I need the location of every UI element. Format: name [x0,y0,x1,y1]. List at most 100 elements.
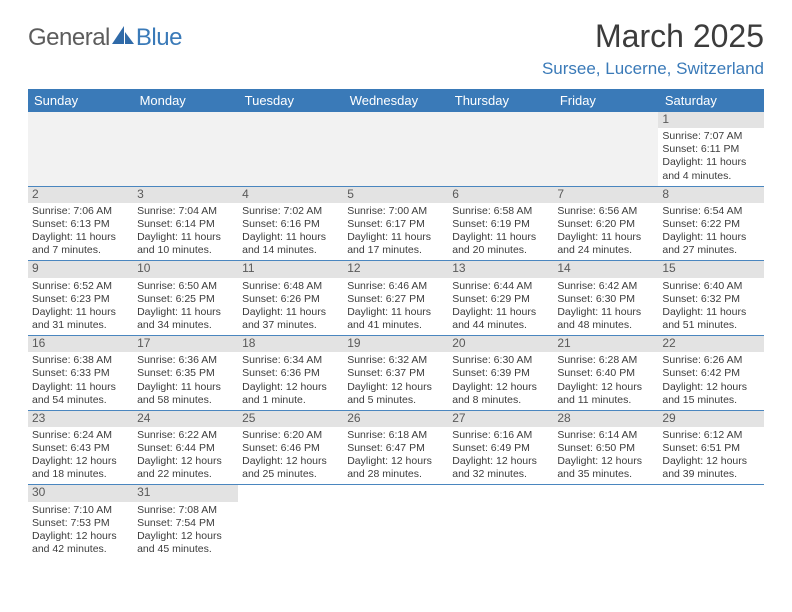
daylight-text: Daylight: 12 hours and 22 minutes. [137,455,234,481]
day-details: Sunrise: 6:56 AMSunset: 6:20 PMDaylight:… [553,203,658,261]
sunrise-text: Sunrise: 7:04 AM [137,205,234,218]
empty-cell [343,112,448,186]
sunrise-text: Sunrise: 6:48 AM [242,280,339,293]
day-details: Sunrise: 6:46 AMSunset: 6:27 PMDaylight:… [343,278,448,336]
day-cell: 14Sunrise: 6:42 AMSunset: 6:30 PMDayligh… [553,261,658,336]
daylight-text: Daylight: 11 hours and 58 minutes. [137,381,234,407]
day-cell: 30Sunrise: 7:10 AMSunset: 7:53 PMDayligh… [28,485,133,559]
sunrise-text: Sunrise: 6:44 AM [452,280,549,293]
header: General Blue March 2025 Sursee, Lucerne,… [28,18,764,79]
sunset-text: Sunset: 6:14 PM [137,218,234,231]
day-number: 8 [658,187,763,203]
daylight-text: Daylight: 11 hours and 37 minutes. [242,306,339,332]
day-number: 15 [658,261,763,277]
day-cell: 1Sunrise: 7:07 AMSunset: 6:11 PMDaylight… [658,112,763,186]
day-number: 13 [448,261,553,277]
daylight-text: Daylight: 11 hours and 20 minutes. [452,231,549,257]
sunrise-text: Sunrise: 6:42 AM [557,280,654,293]
day-header: Friday [553,89,658,112]
sunrise-text: Sunrise: 6:56 AM [557,205,654,218]
daylight-text: Daylight: 11 hours and 44 minutes. [452,306,549,332]
day-number: 24 [133,411,238,427]
day-details: Sunrise: 6:14 AMSunset: 6:50 PMDaylight:… [553,427,658,485]
day-cell: 31Sunrise: 7:08 AMSunset: 7:54 PMDayligh… [133,485,238,559]
day-cell: 15Sunrise: 6:40 AMSunset: 6:32 PMDayligh… [658,261,763,336]
daylight-text: Daylight: 12 hours and 1 minute. [242,381,339,407]
day-cell: 16Sunrise: 6:38 AMSunset: 6:33 PMDayligh… [28,336,133,411]
sunset-text: Sunset: 6:16 PM [242,218,339,231]
daylight-text: Daylight: 11 hours and 34 minutes. [137,306,234,332]
day-number: 4 [238,187,343,203]
daylight-text: Daylight: 12 hours and 18 minutes. [32,455,129,481]
empty-cell [658,485,763,559]
sunset-text: Sunset: 6:29 PM [452,293,549,306]
empty-cell [448,112,553,186]
sunset-text: Sunset: 6:27 PM [347,293,444,306]
day-cell: 3Sunrise: 7:04 AMSunset: 6:14 PMDaylight… [133,186,238,261]
day-cell: 20Sunrise: 6:30 AMSunset: 6:39 PMDayligh… [448,336,553,411]
day-details: Sunrise: 6:30 AMSunset: 6:39 PMDaylight:… [448,352,553,410]
sunset-text: Sunset: 6:44 PM [137,442,234,455]
day-details: Sunrise: 6:24 AMSunset: 6:43 PMDaylight:… [28,427,133,485]
sunset-text: Sunset: 6:42 PM [662,367,759,380]
sunrise-text: Sunrise: 6:22 AM [137,429,234,442]
sunset-text: Sunset: 6:22 PM [662,218,759,231]
day-cell: 26Sunrise: 6:18 AMSunset: 6:47 PMDayligh… [343,410,448,485]
daylight-text: Daylight: 12 hours and 39 minutes. [662,455,759,481]
month-title: March 2025 [542,18,764,55]
day-cell: 7Sunrise: 6:56 AMSunset: 6:20 PMDaylight… [553,186,658,261]
sunrise-text: Sunrise: 6:34 AM [242,354,339,367]
week-row: 23Sunrise: 6:24 AMSunset: 6:43 PMDayligh… [28,410,764,485]
daylight-text: Daylight: 11 hours and 31 minutes. [32,306,129,332]
day-number: 11 [238,261,343,277]
day-number: 25 [238,411,343,427]
day-cell: 2Sunrise: 7:06 AMSunset: 6:13 PMDaylight… [28,186,133,261]
daylight-text: Daylight: 12 hours and 8 minutes. [452,381,549,407]
daylight-text: Daylight: 12 hours and 42 minutes. [32,530,129,556]
week-row: 2Sunrise: 7:06 AMSunset: 6:13 PMDaylight… [28,186,764,261]
sunrise-text: Sunrise: 6:50 AM [137,280,234,293]
day-details: Sunrise: 6:20 AMSunset: 6:46 PMDaylight:… [238,427,343,485]
empty-cell [133,112,238,186]
sunrise-text: Sunrise: 7:00 AM [347,205,444,218]
sunrise-text: Sunrise: 6:12 AM [662,429,759,442]
day-cell: 22Sunrise: 6:26 AMSunset: 6:42 PMDayligh… [658,336,763,411]
sunset-text: Sunset: 6:20 PM [557,218,654,231]
sunrise-text: Sunrise: 7:02 AM [242,205,339,218]
sunset-text: Sunset: 6:39 PM [452,367,549,380]
sunset-text: Sunset: 6:19 PM [452,218,549,231]
day-details: Sunrise: 7:08 AMSunset: 7:54 PMDaylight:… [133,502,238,560]
empty-cell [553,485,658,559]
day-cell: 27Sunrise: 6:16 AMSunset: 6:49 PMDayligh… [448,410,553,485]
day-cell: 10Sunrise: 6:50 AMSunset: 6:25 PMDayligh… [133,261,238,336]
day-number: 23 [28,411,133,427]
day-details: Sunrise: 6:44 AMSunset: 6:29 PMDaylight:… [448,278,553,336]
sunrise-text: Sunrise: 6:40 AM [662,280,759,293]
empty-cell [238,485,343,559]
empty-cell [343,485,448,559]
day-number: 6 [448,187,553,203]
day-details: Sunrise: 7:02 AMSunset: 6:16 PMDaylight:… [238,203,343,261]
sunrise-text: Sunrise: 6:18 AM [347,429,444,442]
daylight-text: Daylight: 11 hours and 10 minutes. [137,231,234,257]
day-cell: 11Sunrise: 6:48 AMSunset: 6:26 PMDayligh… [238,261,343,336]
day-cell: 18Sunrise: 6:34 AMSunset: 6:36 PMDayligh… [238,336,343,411]
sunset-text: Sunset: 6:43 PM [32,442,129,455]
sunrise-text: Sunrise: 6:38 AM [32,354,129,367]
sunrise-text: Sunrise: 6:14 AM [557,429,654,442]
sunset-text: Sunset: 6:30 PM [557,293,654,306]
calendar-body: 1Sunrise: 7:07 AMSunset: 6:11 PMDaylight… [28,112,764,559]
day-number: 17 [133,336,238,352]
sunrise-text: Sunrise: 6:28 AM [557,354,654,367]
sunrise-text: Sunrise: 7:06 AM [32,205,129,218]
daylight-text: Daylight: 12 hours and 28 minutes. [347,455,444,481]
day-cell: 17Sunrise: 6:36 AMSunset: 6:35 PMDayligh… [133,336,238,411]
day-header: Wednesday [343,89,448,112]
logo-text-general: General [28,24,110,52]
week-row: 9Sunrise: 6:52 AMSunset: 6:23 PMDaylight… [28,261,764,336]
daylight-text: Daylight: 11 hours and 4 minutes. [662,156,759,182]
sunset-text: Sunset: 6:46 PM [242,442,339,455]
daylight-text: Daylight: 12 hours and 11 minutes. [557,381,654,407]
day-cell: 6Sunrise: 6:58 AMSunset: 6:19 PMDaylight… [448,186,553,261]
day-details: Sunrise: 6:52 AMSunset: 6:23 PMDaylight:… [28,278,133,336]
